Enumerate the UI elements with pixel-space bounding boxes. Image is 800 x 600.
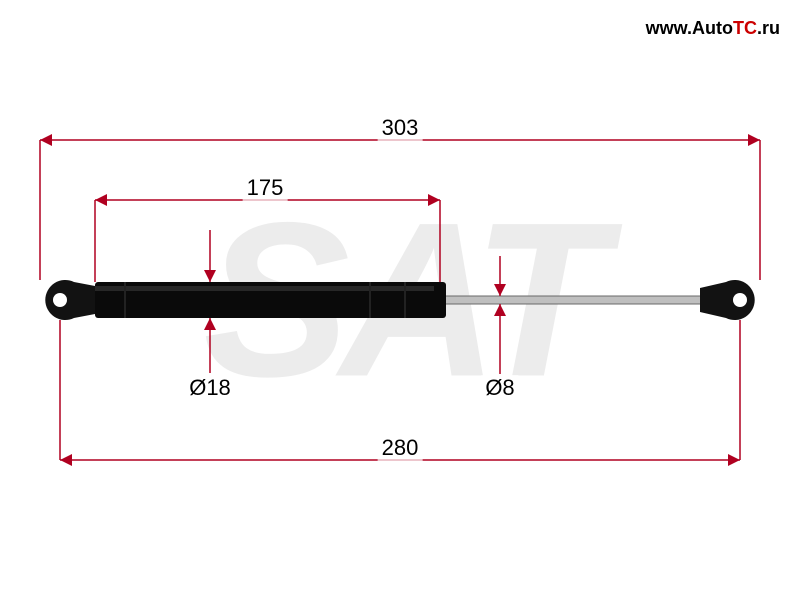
dim-body-length: 175 — [243, 175, 288, 201]
strut-diagram — [0, 0, 800, 600]
dim-body-dia: Ø18 — [185, 375, 235, 401]
dim-total-length: 303 — [378, 115, 423, 141]
url-prefix: www. — [646, 18, 692, 38]
source-url: www.AutoTC.ru — [646, 18, 780, 39]
url-part1: Auto — [692, 18, 733, 38]
dim-eye-span: 280 — [378, 435, 423, 461]
url-part3: .ru — [757, 18, 780, 38]
dim-rod-dia: Ø8 — [481, 375, 518, 401]
url-part2: TC — [733, 18, 757, 38]
